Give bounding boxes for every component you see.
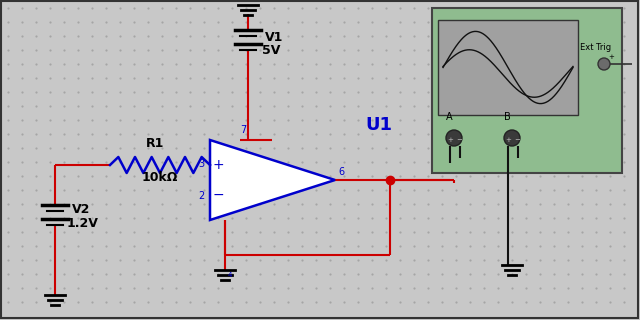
Text: −: − <box>514 137 520 143</box>
Text: +: + <box>505 137 511 143</box>
Bar <box>432 8 622 173</box>
Text: B: B <box>504 112 510 122</box>
Text: 5V: 5V <box>262 44 280 57</box>
Text: −: − <box>212 188 224 202</box>
Circle shape <box>598 58 610 70</box>
Polygon shape <box>210 140 335 220</box>
Text: 3: 3 <box>198 159 204 169</box>
Text: 4: 4 <box>228 272 232 278</box>
Text: +: + <box>447 137 453 143</box>
Text: −: − <box>456 137 462 143</box>
Text: U1: U1 <box>365 116 392 134</box>
Text: Ext Trig: Ext Trig <box>580 44 611 52</box>
Text: V1: V1 <box>265 31 284 44</box>
Circle shape <box>504 130 520 146</box>
Text: +: + <box>608 54 614 60</box>
Text: XSC1: XSC1 <box>505 0 549 4</box>
Text: 7: 7 <box>240 125 246 135</box>
Text: +: + <box>212 158 224 172</box>
Text: 10kΩ: 10kΩ <box>142 171 178 184</box>
Text: V2: V2 <box>72 203 90 216</box>
Text: A: A <box>445 112 452 122</box>
Text: 6: 6 <box>338 167 344 177</box>
Text: R1: R1 <box>146 137 164 150</box>
Circle shape <box>446 130 462 146</box>
Text: 2: 2 <box>198 191 204 201</box>
Text: 1.2V: 1.2V <box>67 217 99 230</box>
Bar <box>438 20 578 115</box>
